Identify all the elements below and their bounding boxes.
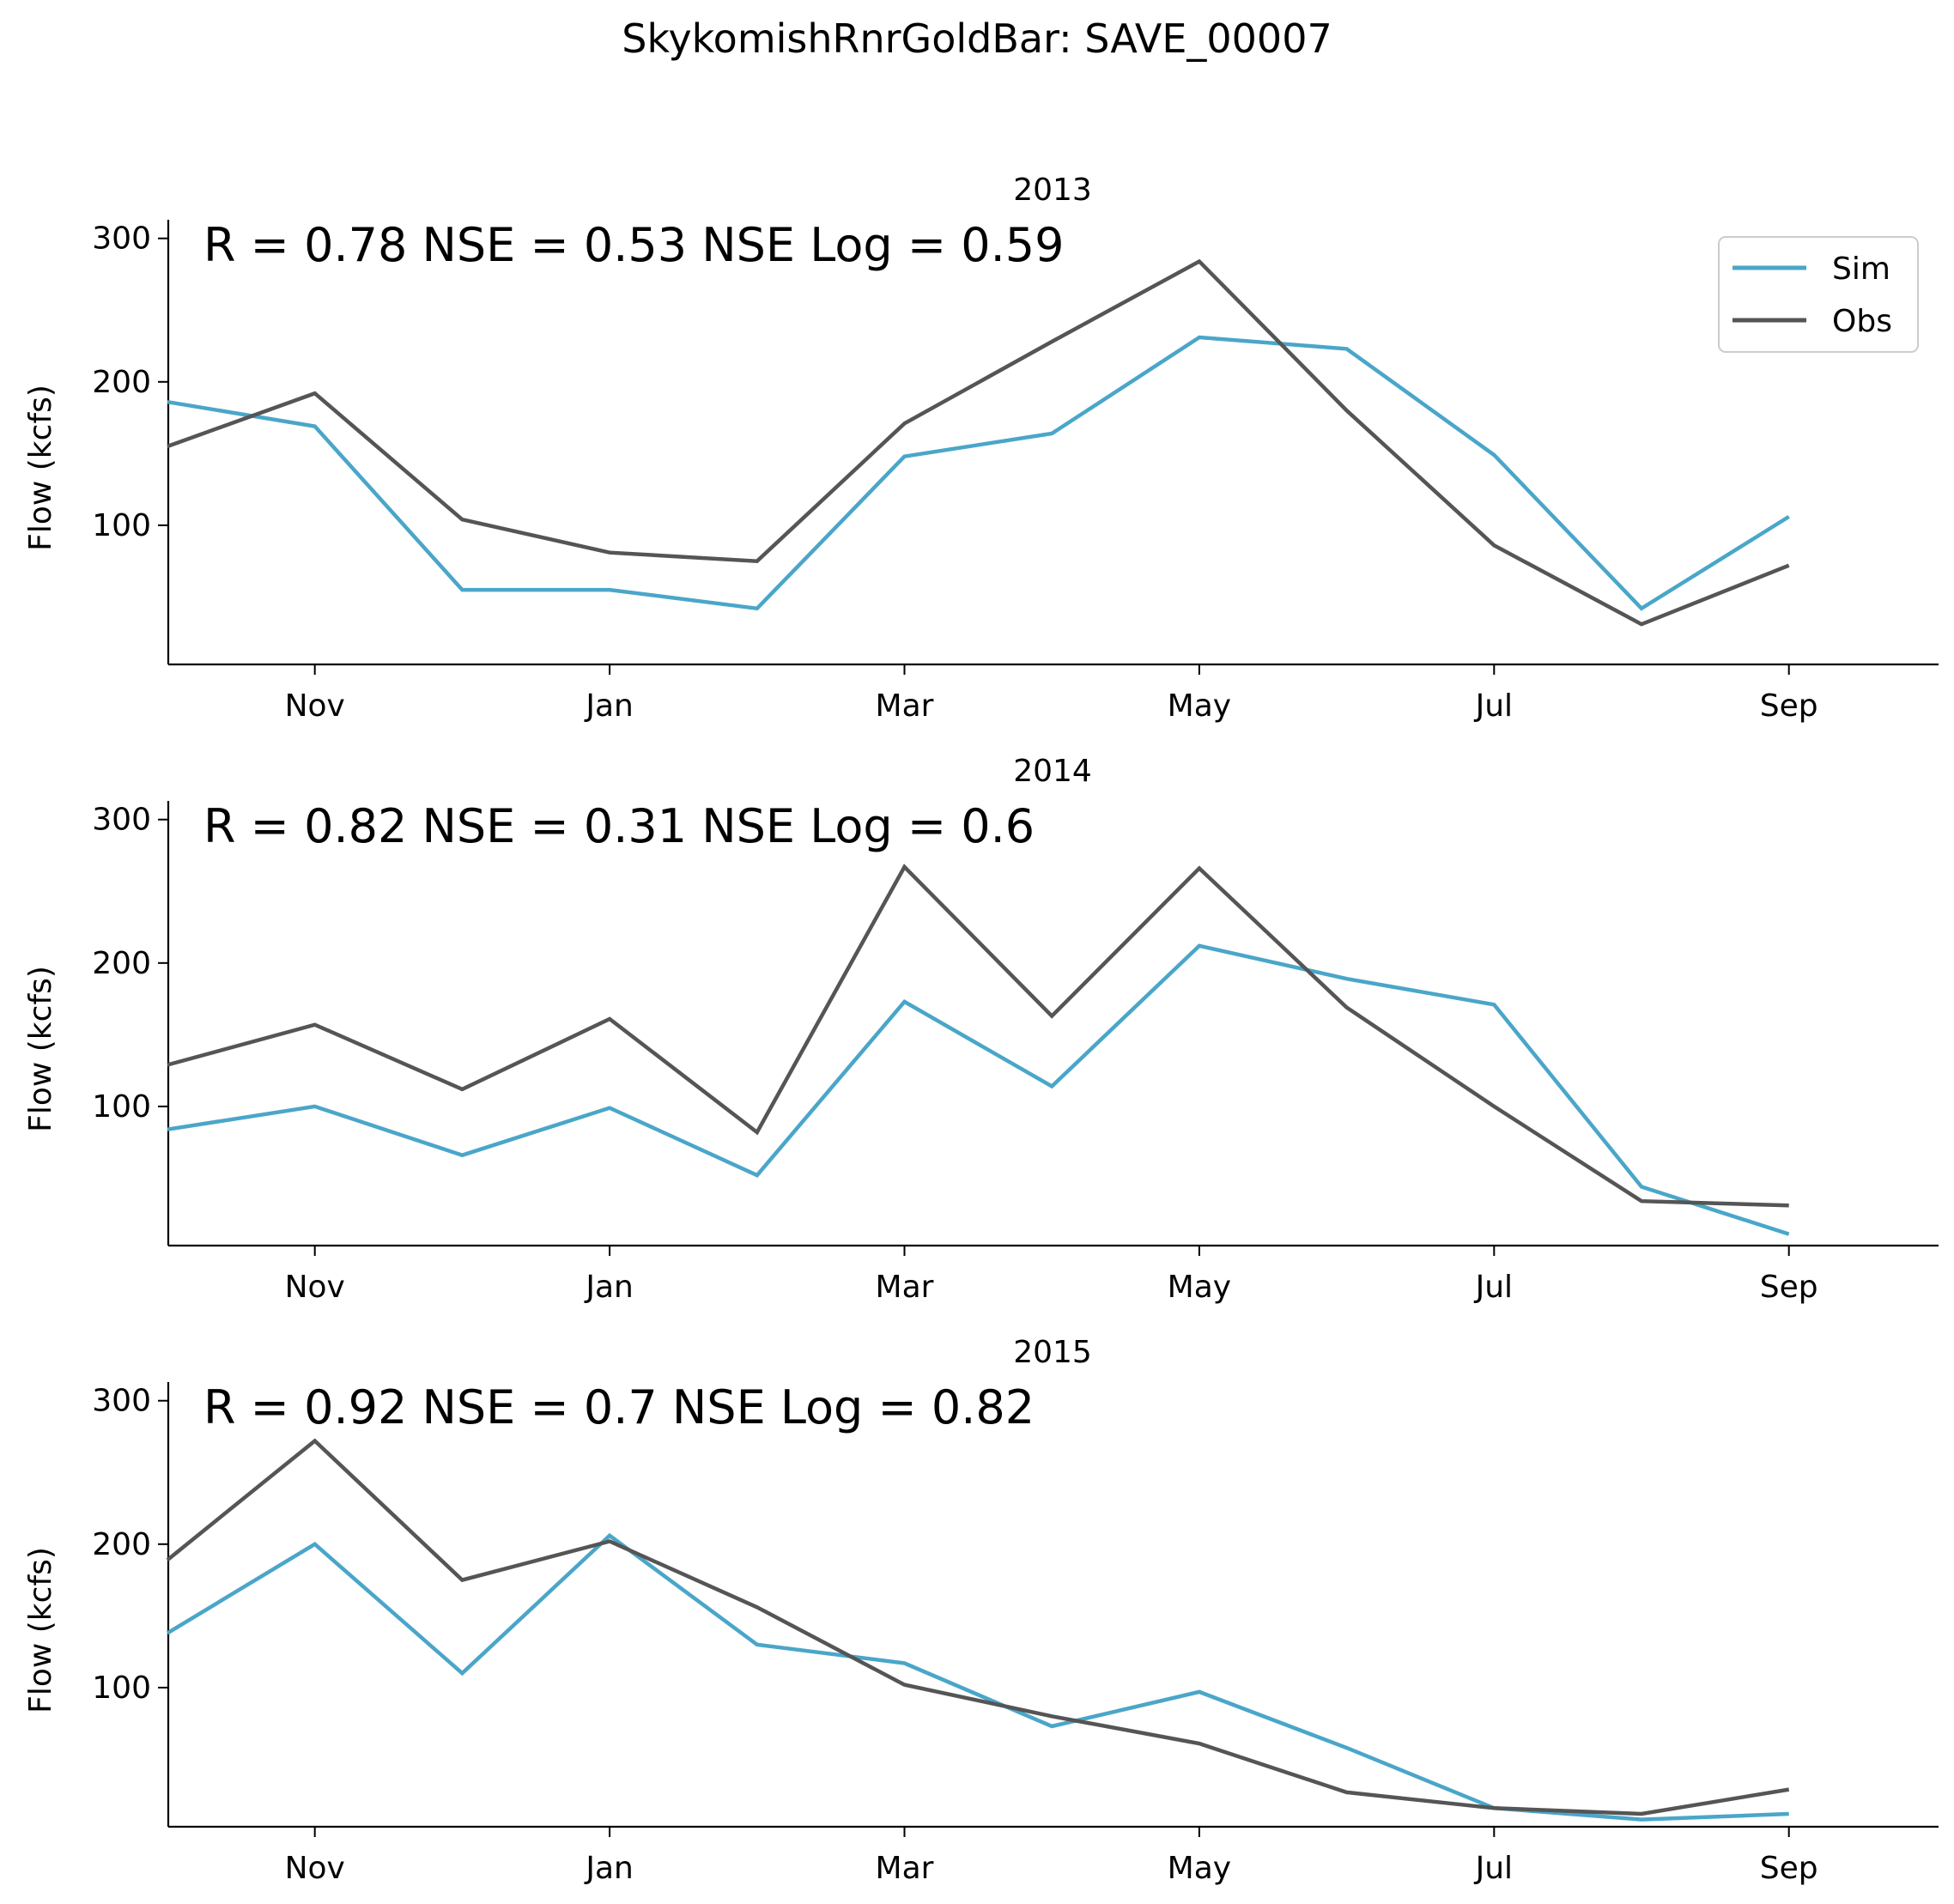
series-line-sim [166,1532,1789,1822]
y-tick-label: 300 [92,221,151,257]
series-line-obs [167,258,1790,627]
panel-title: 2013 [1013,173,1092,208]
x-tick-label: Mar [876,1270,934,1305]
panel-title: 2015 [1013,1335,1092,1370]
y-axis-label: Flow (kcfs) [23,1547,58,1713]
x-tick-label: Jan [584,1851,634,1886]
x-tick-label: Jul [1474,1851,1513,1886]
metrics-annotation: R = 0.78 NSE = 0.53 NSE Log = 0.59 [203,218,1064,272]
panel-2014: 100 200 300 Nov Jan Mar May Jul Sep 2014 Flow (kcf… [23,754,1939,1305]
x-tick-label: Nov [285,688,345,724]
x-tick-label: Mar [876,688,934,724]
y-tick-label: 100 [92,508,151,543]
x-tick-label: Sep [1760,1851,1818,1886]
x-tick-label: Sep [1760,688,1818,724]
y-axis-label: Flow (kcfs) [23,966,58,1132]
metrics-annotation: R = 0.82 NSE = 0.31 NSE Log = 0.6 [203,799,1035,853]
x-tick-label: Jul [1474,688,1513,724]
series-line-obs [167,864,1789,1208]
x-tick-label: Sep [1760,1270,1818,1305]
y-tick-label: 100 [92,1089,151,1125]
legend-label-obs: Obs [1832,304,1892,339]
panel-2013: 100 200 300 Nov Jan Mar May Jul Sep 2013 Flow (kcf… [23,173,1939,724]
figure-title: SkykomishRnrGoldBar: SAVE_00007 [622,15,1332,62]
x-tick-label: May [1168,1270,1231,1305]
y-axis-label: Flow (kcfs) [23,385,58,551]
y-tick-label: 200 [92,1527,151,1562]
x-tick-label: Jan [584,688,634,724]
y-tick-label: 200 [92,946,151,981]
y-tick-label: 200 [92,365,151,400]
series-line-obs [166,1438,1790,1816]
legend-label-sim: Sim [1832,252,1890,287]
metrics-annotation: R = 0.92 NSE = 0.7 NSE Log = 0.82 [203,1380,1035,1434]
legend: Sim Obs [1718,236,1919,353]
x-tick-label: Jul [1474,1270,1513,1305]
x-tick-label: Nov [285,1851,345,1886]
y-tick-label: 300 [92,1384,151,1419]
x-tick-label: Mar [876,1851,934,1886]
y-tick-label: 300 [92,803,151,838]
y-tick-label: 100 [92,1671,151,1706]
panel-2015: 100 200 300 Nov Jan Mar May Jul Sep 2015 Flow (kcf… [23,1335,1939,1886]
x-tick-label: Nov [285,1270,345,1305]
series-line-sim [167,943,1790,1236]
x-tick-label: May [1168,688,1231,724]
panel-title: 2014 [1013,754,1092,789]
x-tick-label: Jan [584,1270,634,1305]
series-line-sim [167,335,1790,611]
x-tick-label: May [1168,1851,1231,1886]
